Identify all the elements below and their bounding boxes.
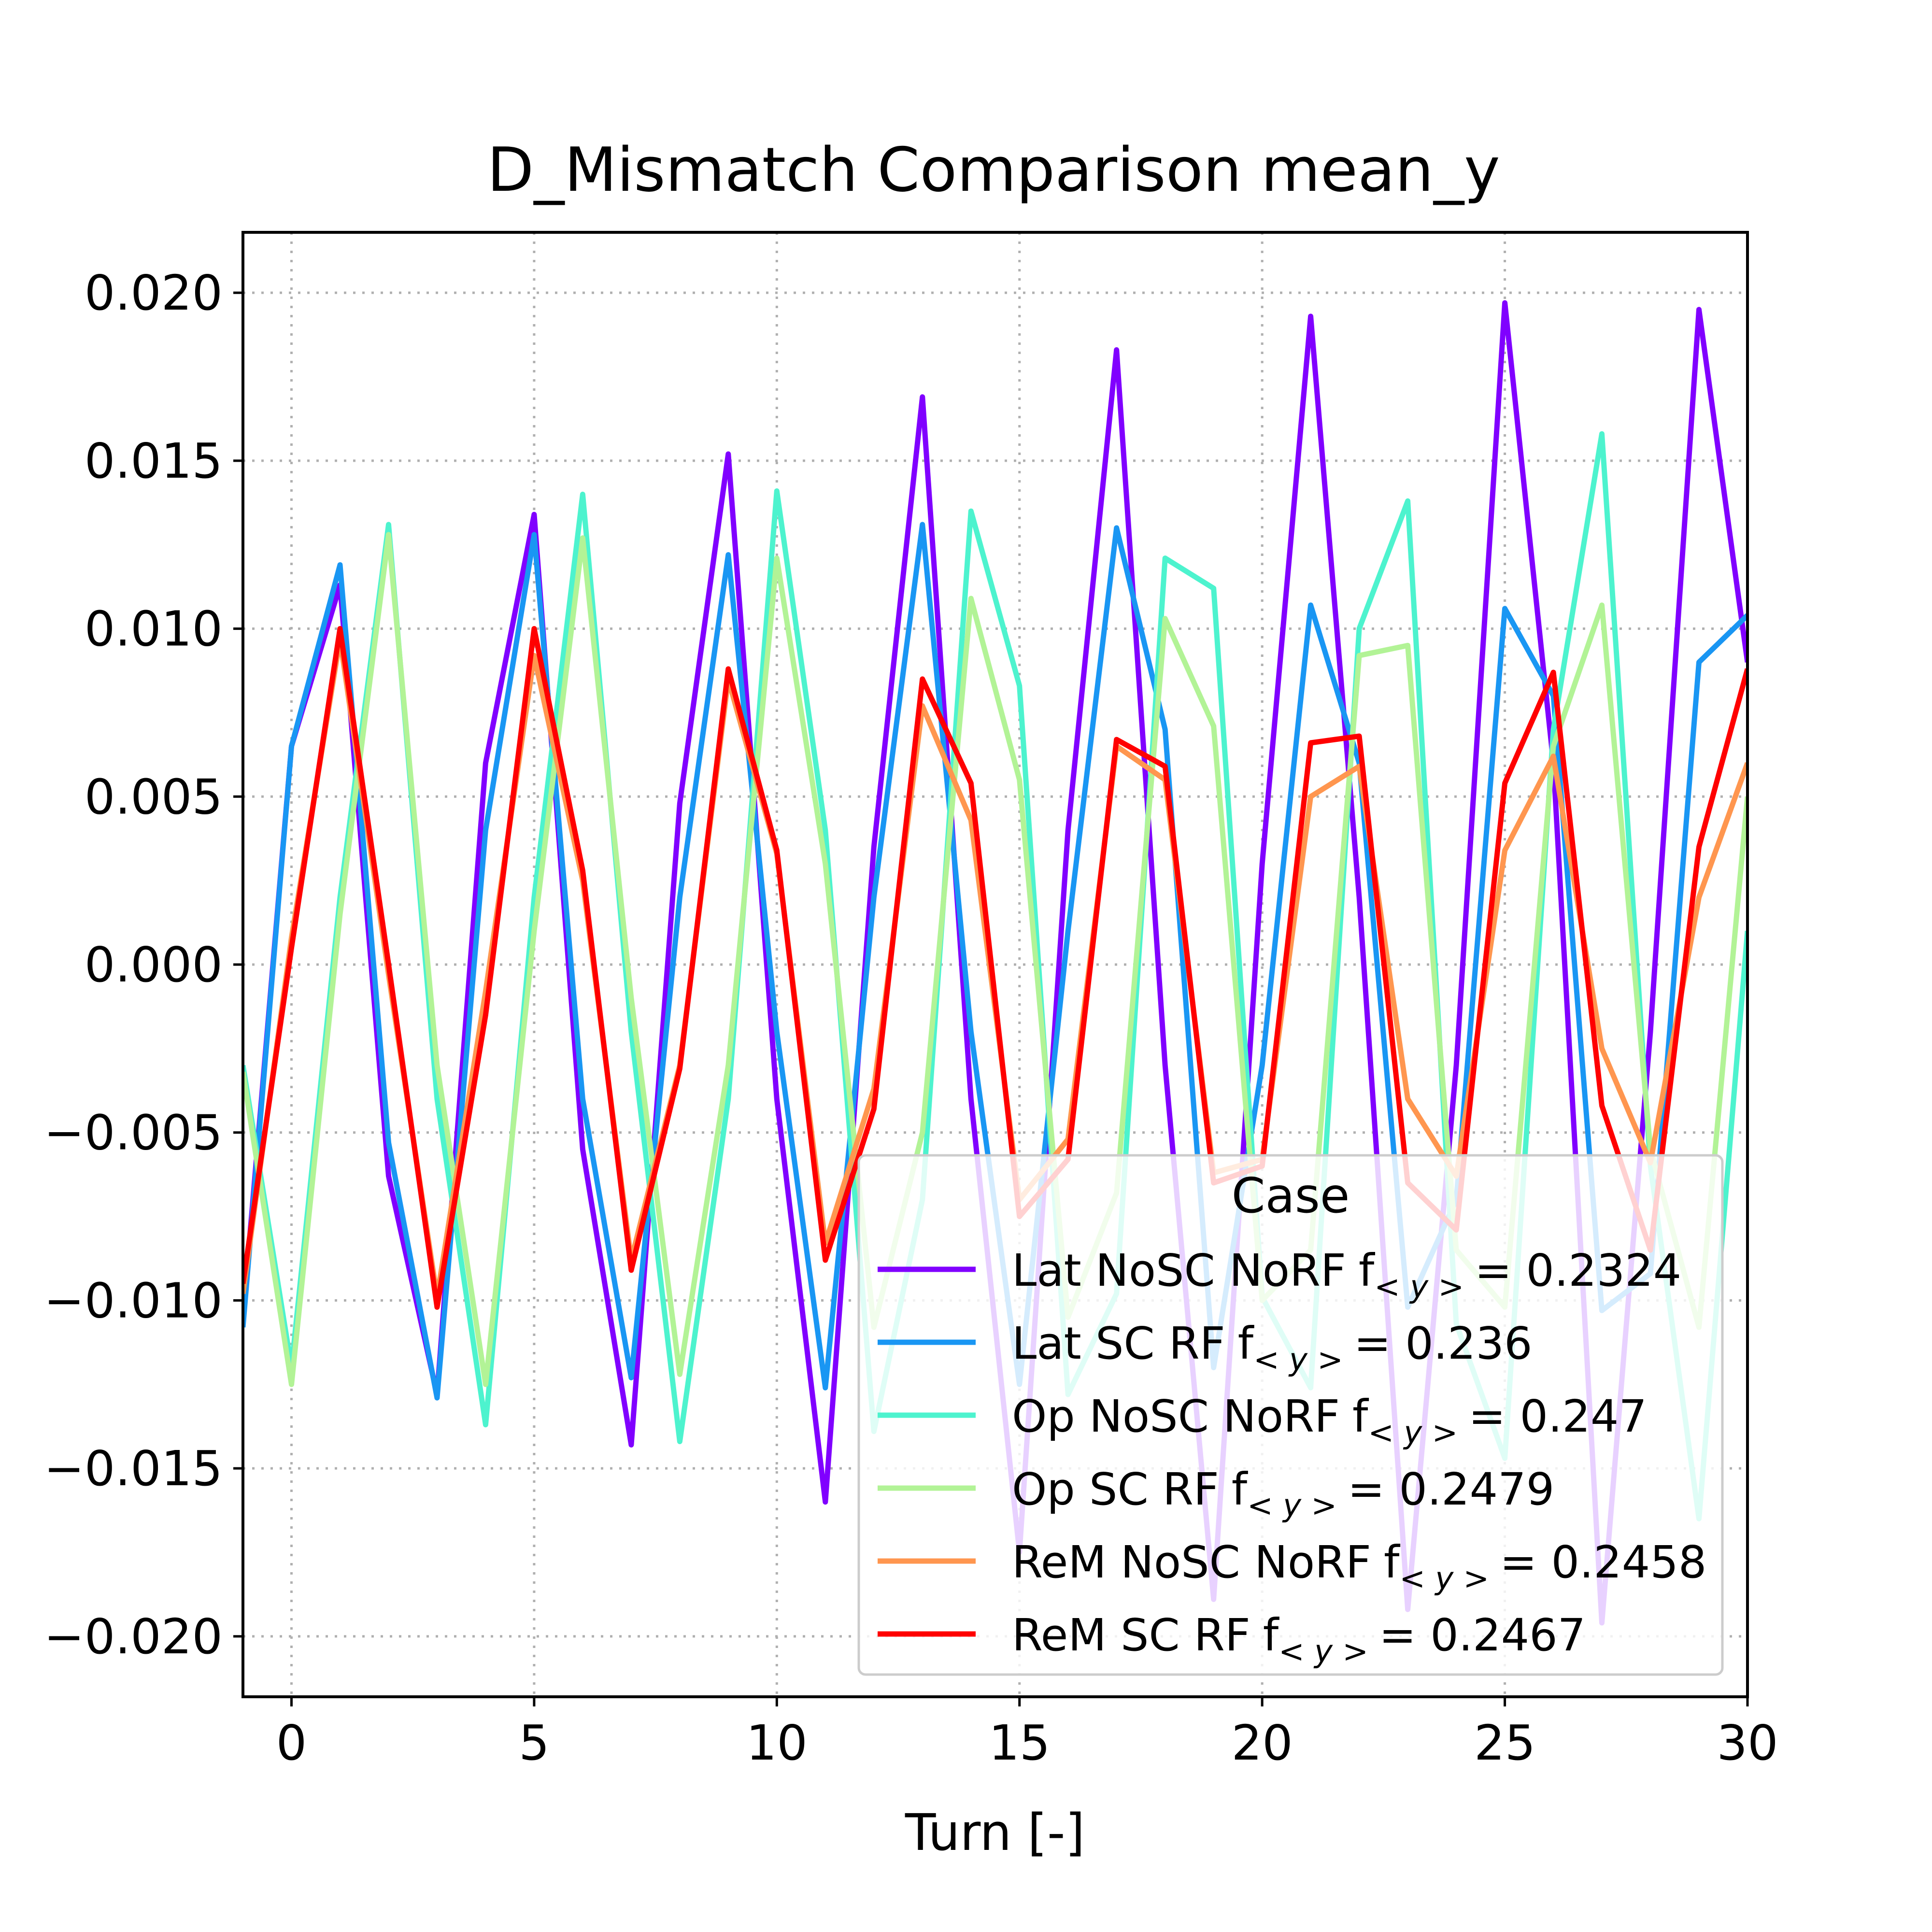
y-tick-label: 0.005 [85, 768, 223, 825]
x-tick-label: 15 [989, 1715, 1050, 1771]
legend-entry-value: = 0.2467 [1379, 1609, 1586, 1661]
axis-ticks: 0 5 10 15 20 25 30 0.020 0.015 0.010 0.005 0.000 −0.… [44, 265, 1778, 1771]
y-tick-label: −0.005 [44, 1105, 223, 1161]
x-tick-label: 20 [1232, 1715, 1293, 1771]
legend-entry-value: = 0.2324 [1475, 1245, 1681, 1296]
x-tick-label: 10 [746, 1715, 808, 1771]
y-tick-label: 0.020 [85, 265, 223, 321]
x-tick-label: 0 [276, 1715, 307, 1771]
x-tick-label: 5 [519, 1715, 550, 1771]
legend-entry-name: ReM SC RF [1012, 1609, 1250, 1661]
legend-entry-value: = 0.2479 [1348, 1463, 1554, 1515]
legend-title: Case [1232, 1167, 1350, 1224]
legend-entry-name: ReM NoSC NoRF [1012, 1536, 1371, 1588]
legend-entry-name: Op NoSC NoRF [1012, 1391, 1340, 1442]
legend-entry: Op NoSC NoRF f< y > = 0.247 [1012, 1391, 1647, 1451]
y-tick-label: 0.000 [85, 937, 223, 993]
legend-entry-value: = 0.2458 [1500, 1536, 1706, 1588]
legend-entry-name: Lat NoSC NoRF [1012, 1245, 1346, 1296]
legend-entry: Lat NoSC NoRF f< y > = 0.2324 [1012, 1245, 1681, 1305]
x-tick-label: 25 [1474, 1715, 1535, 1771]
legend-entry: ReM SC RF f< y > = 0.2467 [1012, 1609, 1586, 1670]
legend-entry-value: = 0.236 [1354, 1318, 1533, 1369]
legend-entry: Op SC RF f< y > = 0.2479 [1012, 1463, 1554, 1524]
legend-entry: Lat SC RF f< y > = 0.236 [1012, 1318, 1533, 1378]
chart-title: D_Mismatch Comparison mean_y [487, 134, 1500, 205]
legend: Case Lat NoSC NoRF f< y > = 0.2324 Lat SC R… [857, 1154, 1724, 1676]
legend-entry-name: Lat SC RF [1012, 1318, 1225, 1369]
y-tick-label: 0.015 [85, 433, 223, 489]
legend-box [857, 1154, 1724, 1676]
x-tick-label: 30 [1717, 1715, 1778, 1771]
y-tick-label: 0.010 [85, 601, 223, 657]
y-tick-label: −0.020 [44, 1608, 223, 1665]
y-tick-label: −0.015 [44, 1440, 223, 1497]
x-axis-label: Turn [-] [905, 1803, 1085, 1862]
y-tick-label: −0.010 [44, 1272, 223, 1329]
legend-entry-name: Op SC RF [1012, 1463, 1219, 1515]
series-line-5 [243, 626, 1747, 1310]
legend-entry-value: = 0.247 [1468, 1391, 1647, 1442]
legend-entry: ReM NoSC NoRF f< y > = 0.2458 [1012, 1536, 1706, 1597]
